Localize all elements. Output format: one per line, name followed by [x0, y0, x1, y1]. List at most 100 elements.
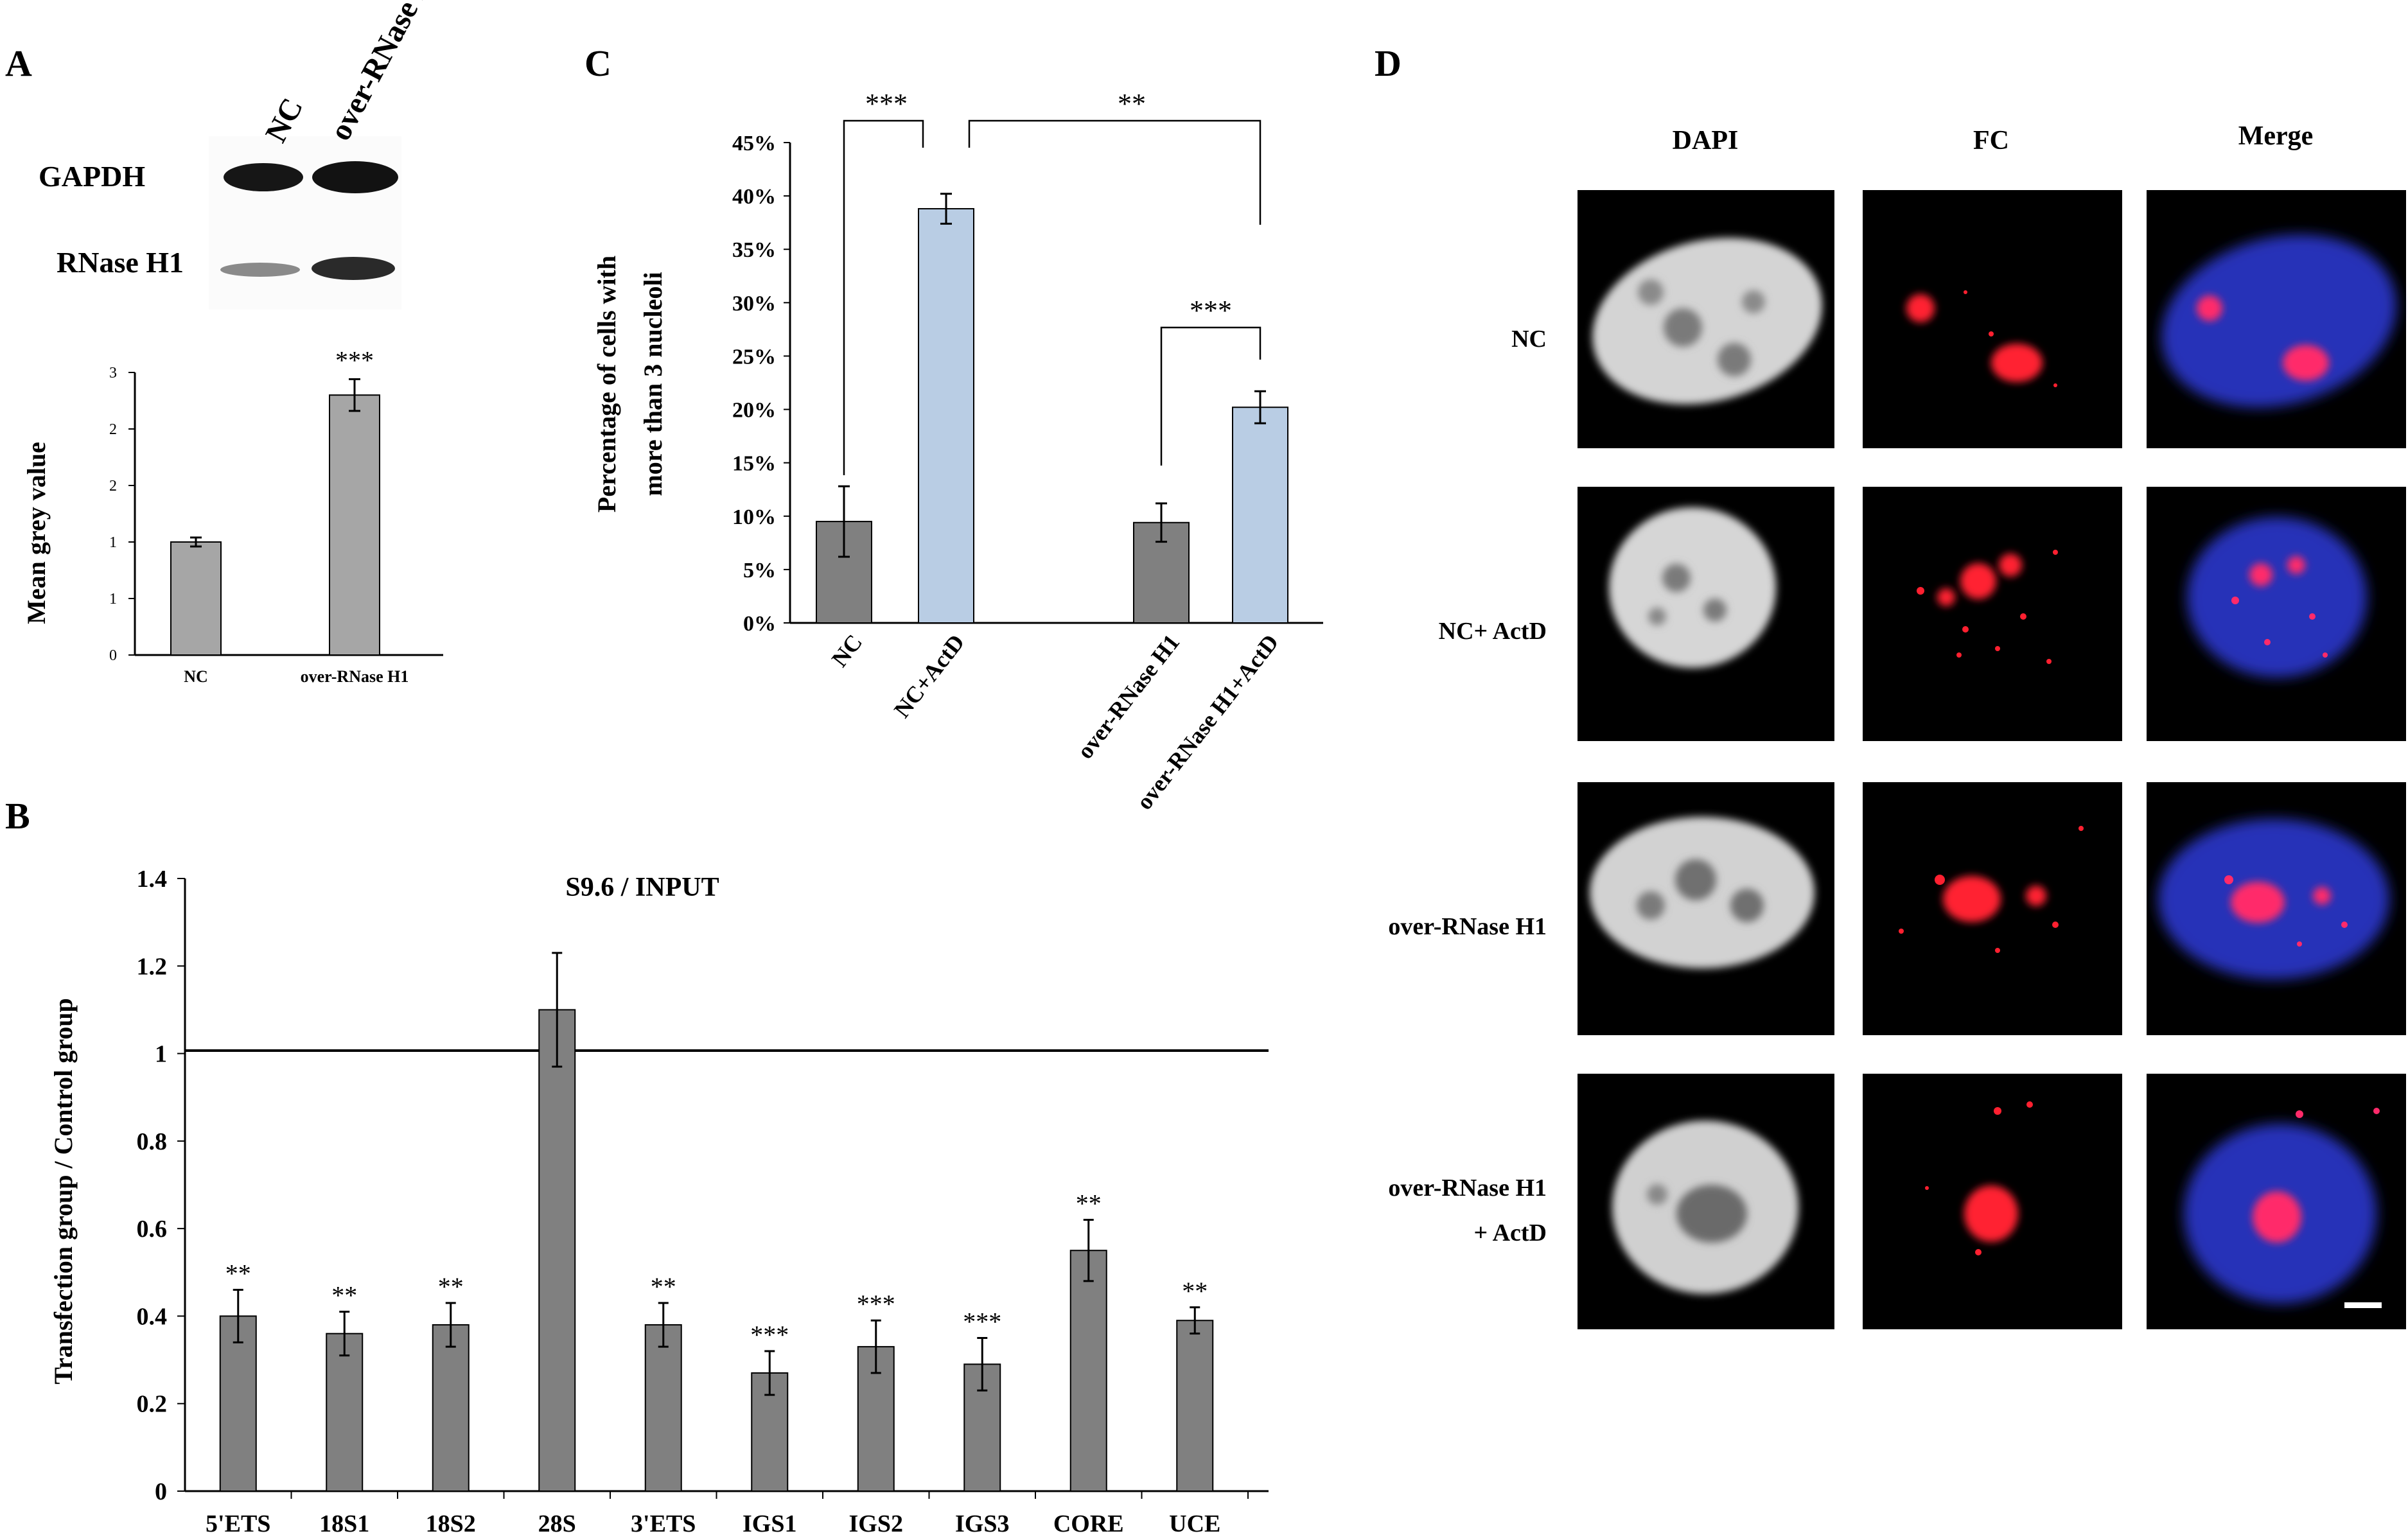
panel-c-ytick-label-9: 45%	[732, 132, 776, 155]
panel-a-ytick-label-1: 1	[109, 591, 117, 607]
panel-c-ytick-label-8: 40%	[732, 185, 776, 209]
panel-c-bar-nc-actd	[918, 208, 974, 624]
panel-c-xtick-label-nc: NC	[827, 629, 868, 672]
panel-a-bar-nc	[170, 541, 222, 656]
panel-d-letter: D	[1375, 42, 1402, 84]
panel-a-ytick-label-5: 3	[109, 365, 117, 381]
micrograph-over-rnase-h1-actd-fc	[1863, 1074, 2122, 1329]
panel-b-significance-igs1: ***	[750, 1320, 789, 1349]
panel-a-ytick-3: 2	[109, 478, 135, 494]
micrograph-nc-fc	[1863, 190, 2122, 448]
panel-c-ylabel-line-2: more than 3 nucleoli	[638, 272, 667, 496]
column-header-merge: Merge	[2238, 121, 2314, 151]
panel-b-xtick-label-18s1: 18S1	[319, 1510, 369, 1537]
panel-c-ytick-label-6: 30%	[732, 292, 776, 315]
panel-d: D DAPI FC Merge NC NC+ ActD over-RNase H…	[1375, 42, 2406, 1329]
panel-b-ytick-label-5: 1	[155, 1041, 167, 1068]
panel-b-xtick-label-igs3: IGS3	[955, 1510, 1009, 1537]
panel-c-letter: C	[584, 42, 611, 84]
panel-b-xtick-label-28s: 28S	[538, 1510, 576, 1537]
micrograph-nc-dapi	[1578, 190, 1834, 448]
micrograph-over-rnase-h1-dapi	[1578, 782, 1834, 1035]
blot-row-label-gapdh: GAPDH	[39, 160, 145, 193]
panel-a-ytick-label-2: 1	[109, 534, 117, 551]
blot-band-gapdh-over	[312, 161, 398, 193]
panel-b-significance-3-ets: **	[651, 1272, 676, 1301]
panel-b-xtick-label-igs1: IGS1	[743, 1510, 796, 1537]
panel-a-bar-over-rnase-h1	[329, 394, 380, 656]
panel-c-ytick-label-5: 25%	[732, 345, 776, 369]
panel-b-significance-18s2: **	[438, 1272, 464, 1301]
panel-b-ytick-label-4: 0.8	[137, 1128, 168, 1155]
micrograph-over-rnase-h1-actd-merge	[2147, 1074, 2406, 1329]
panel-c-comparison-label-2: ***	[1190, 295, 1232, 326]
panel-c-comparison-label-1: **	[1118, 88, 1146, 119]
blot-band-rnaseh1-nc	[220, 263, 300, 277]
micrograph-nc-merge	[2147, 190, 2406, 448]
panel-b-significance-uce: **	[1182, 1277, 1208, 1306]
panel-c-comparison-label-0: ***	[865, 88, 908, 119]
panel-c-bar-chart: Percentage of cells with more than 3 nuc…	[592, 88, 1323, 814]
panel-b-ytick-label-7: 1.4	[137, 866, 168, 893]
panel-a-ytick-label-3: 2	[109, 478, 117, 494]
scale-bar	[2344, 1302, 2382, 1308]
panel-a-letter: A	[5, 42, 32, 84]
panel-b-bar-uce	[1176, 1320, 1214, 1492]
panel-a-ytick-label-4: 2	[109, 421, 117, 438]
panel-b-bar-3-ets	[644, 1324, 682, 1492]
panel-b-bar-chart: S9.6 / INPUT Transfection group / Contro…	[49, 866, 1269, 1537]
column-header-dapi: DAPI	[1673, 126, 1739, 155]
panel-a-xtick-label-nc: NC	[184, 667, 208, 686]
panel-b-xtick-label-5-ets: 5'ETS	[206, 1510, 270, 1537]
panel-c-xtick-label-over-rnase-h1: over-RNase H1	[1072, 629, 1184, 764]
panel-a-ytick-label-0: 0	[109, 647, 117, 664]
row-label-nc: NC	[1511, 326, 1547, 353]
row-label-nc-actd: NC+ ActD	[1439, 618, 1547, 645]
panel-c-bar-over-rnase-h1-actd	[1232, 406, 1288, 624]
blot-lane-label-over-rnase-h1: over-RNase H1	[323, 0, 447, 146]
panel-c-comparison-bracket-2	[1160, 326, 1261, 466]
micrograph-nc-actd-merge	[2147, 487, 2406, 741]
panel-a: A NC over-RNase H1 GAPDH RNase H1 Mean g…	[5, 0, 447, 686]
panel-a-significance-over-rnase-h1: ***	[335, 346, 374, 375]
panel-b-ytick-label-1: 0.2	[137, 1391, 168, 1418]
panel-b-ytick-label-2: 0.4	[137, 1303, 168, 1330]
panel-b-ytick-label-0: 0	[155, 1478, 167, 1505]
panel-c-ytick-label-7: 35%	[732, 238, 776, 262]
panel-b: B S9.6 / INPUT Transfection group / Cont…	[5, 795, 1269, 1537]
row-label-over-rnase-h1: over-RNase H1	[1388, 913, 1547, 940]
panel-a-ytick-4: 2	[109, 421, 135, 438]
row-label-over-rnase-h1-actd-line-1: over-RNase H1	[1388, 1175, 1547, 1202]
panel-a-bar-chart: Mean grey value 0 1 1 2 2	[22, 346, 443, 686]
panel-c-ytick-label-0: 0%	[743, 612, 776, 636]
panel-a-ytick-5: 3	[109, 365, 135, 381]
panel-b-significance-5-ets: **	[225, 1259, 251, 1288]
micrograph-over-rnase-h1-actd-dapi	[1578, 1074, 1834, 1329]
panel-b-xtick-label-igs2: IGS2	[849, 1510, 903, 1537]
blot-band-rnaseh1-over	[312, 257, 395, 280]
panel-b-title: S9.6 / INPUT	[565, 873, 719, 902]
micrograph-nc-actd-fc	[1863, 487, 2122, 741]
panel-c-comparison-bracket-1	[968, 119, 1261, 225]
panel-b-ytick-label-6: 1.2	[137, 953, 168, 980]
panel-b-xtick-label-uce: UCE	[1169, 1510, 1220, 1537]
panel-a-ylabel: Mean grey value	[22, 442, 51, 624]
panel-b-letter: B	[5, 795, 30, 837]
column-header-fc: FC	[1973, 126, 2009, 155]
panel-b-bar-core	[1069, 1250, 1107, 1492]
micrograph-nc-actd-dapi	[1578, 487, 1834, 741]
western-blot: NC over-RNase H1 GAPDH RNase H1	[39, 0, 447, 310]
panel-c-ytick-label-3: 15%	[732, 452, 776, 476]
panel-b-bar-28s	[538, 1009, 576, 1492]
panel-a-ytick-2: 1	[109, 534, 135, 551]
panel-b-ylabel: Transfection group / Control group	[49, 998, 78, 1385]
micrograph-over-rnase-h1-merge	[2147, 782, 2406, 1035]
panel-a-xtick-label-over-rnase-h1: over-RNase H1	[301, 667, 409, 686]
panel-b-significance-core: **	[1076, 1189, 1102, 1218]
panel-b-significance-igs2: ***	[857, 1289, 895, 1318]
panel-b-xtick-label-core: CORE	[1053, 1510, 1124, 1537]
panel-b-significance-igs3: ***	[963, 1307, 1001, 1336]
panel-b-bar-18s1	[326, 1333, 364, 1492]
panel-c-xtick-label-nc-actd: NC+ActD	[889, 629, 969, 722]
micrograph-over-rnase-h1-fc	[1863, 782, 2122, 1035]
